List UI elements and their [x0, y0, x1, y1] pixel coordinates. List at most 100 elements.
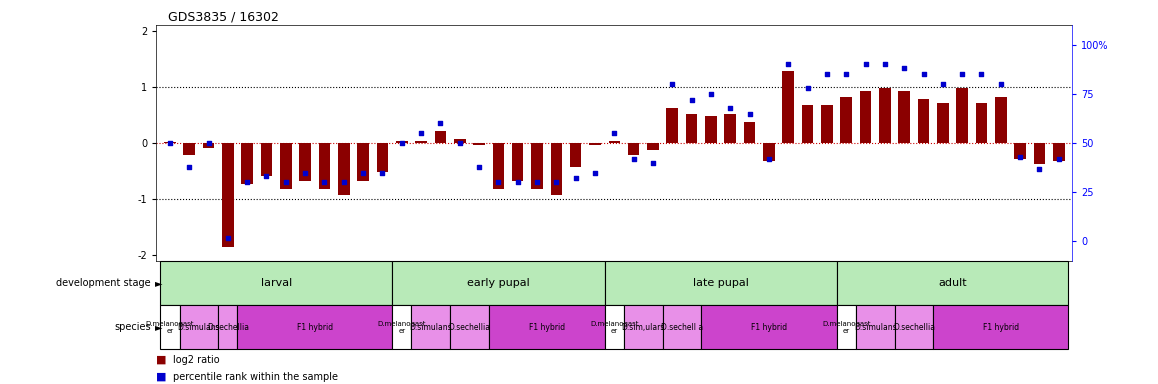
- Text: D.sechellia: D.sechellia: [893, 323, 935, 332]
- Bar: [859, 91, 871, 143]
- Point: [508, 179, 527, 185]
- Point: [470, 164, 489, 170]
- Bar: [624, 305, 662, 349]
- Text: F1 hybrid: F1 hybrid: [750, 323, 787, 332]
- Bar: [474, 143, 485, 145]
- Bar: [801, 105, 813, 143]
- Point: [528, 179, 547, 185]
- Bar: [725, 114, 736, 143]
- Bar: [937, 103, 948, 143]
- Point: [818, 71, 836, 77]
- Bar: [836, 305, 856, 349]
- Bar: [628, 143, 639, 156]
- Point: [973, 71, 991, 77]
- Text: GDS3835 / 16302: GDS3835 / 16302: [168, 10, 279, 23]
- Point: [895, 65, 914, 71]
- Bar: [222, 143, 234, 247]
- Bar: [1014, 143, 1026, 159]
- Point: [431, 120, 449, 126]
- Text: D.sechell a: D.sechell a: [661, 323, 703, 332]
- Point: [604, 130, 623, 136]
- Point: [624, 156, 643, 162]
- Bar: [894, 305, 933, 349]
- Point: [412, 130, 431, 136]
- Bar: [917, 99, 930, 143]
- Text: log2 ratio: log2 ratio: [173, 355, 220, 365]
- Text: D.simulans: D.simulans: [177, 323, 220, 332]
- Point: [277, 179, 295, 185]
- Bar: [299, 143, 312, 181]
- Bar: [338, 143, 350, 195]
- Bar: [976, 103, 988, 143]
- Bar: [434, 131, 446, 143]
- Bar: [879, 88, 891, 143]
- Point: [354, 169, 373, 175]
- Point: [721, 104, 740, 111]
- Bar: [179, 305, 218, 349]
- Bar: [686, 114, 697, 143]
- Bar: [203, 143, 214, 147]
- Point: [161, 140, 179, 146]
- Bar: [647, 143, 659, 150]
- Bar: [1034, 143, 1046, 164]
- Point: [798, 85, 816, 91]
- Bar: [280, 143, 292, 189]
- Bar: [450, 305, 489, 349]
- Text: development stage: development stage: [56, 278, 151, 288]
- Text: percentile rank within the sample: percentile rank within the sample: [173, 372, 338, 382]
- Point: [856, 61, 874, 68]
- Bar: [836, 261, 1069, 305]
- Bar: [667, 108, 679, 143]
- Point: [315, 179, 334, 185]
- Text: D.sechellia: D.sechellia: [207, 323, 249, 332]
- Point: [875, 61, 894, 68]
- Bar: [957, 88, 968, 143]
- Text: ■: ■: [156, 372, 167, 382]
- Bar: [393, 261, 604, 305]
- Text: species: species: [113, 322, 151, 333]
- Bar: [604, 305, 624, 349]
- Bar: [856, 305, 894, 349]
- Point: [760, 156, 778, 162]
- Bar: [183, 143, 195, 156]
- Bar: [705, 116, 717, 143]
- Bar: [411, 305, 450, 349]
- Point: [644, 160, 662, 166]
- Point: [179, 164, 198, 170]
- Bar: [570, 143, 581, 167]
- Point: [991, 81, 1010, 87]
- Bar: [995, 97, 1006, 143]
- Bar: [396, 141, 408, 143]
- Point: [740, 111, 758, 117]
- Text: D.melanogast
er: D.melanogast er: [822, 321, 871, 334]
- Point: [586, 169, 604, 175]
- Bar: [933, 305, 1069, 349]
- Text: F1 hybrid: F1 hybrid: [296, 323, 332, 332]
- Bar: [783, 71, 794, 143]
- Bar: [604, 261, 836, 305]
- Bar: [763, 143, 775, 161]
- Point: [373, 169, 391, 175]
- Bar: [261, 143, 272, 175]
- Point: [1011, 154, 1029, 160]
- Text: F1 hybrid: F1 hybrid: [983, 323, 1019, 332]
- Point: [915, 71, 933, 77]
- Point: [257, 174, 276, 180]
- Bar: [318, 143, 330, 189]
- Point: [547, 179, 565, 185]
- Bar: [899, 91, 910, 143]
- Bar: [1053, 143, 1064, 161]
- Bar: [662, 305, 702, 349]
- Bar: [512, 143, 523, 181]
- Point: [779, 61, 798, 68]
- Point: [219, 234, 237, 240]
- Bar: [489, 305, 604, 349]
- Text: ►: ►: [155, 278, 162, 288]
- Point: [664, 81, 682, 87]
- Bar: [550, 143, 562, 195]
- Text: late pupal: late pupal: [692, 278, 748, 288]
- Bar: [702, 305, 836, 349]
- Text: adult: adult: [938, 278, 967, 288]
- Text: larval: larval: [261, 278, 292, 288]
- Text: D.melanogast
er: D.melanogast er: [591, 321, 638, 334]
